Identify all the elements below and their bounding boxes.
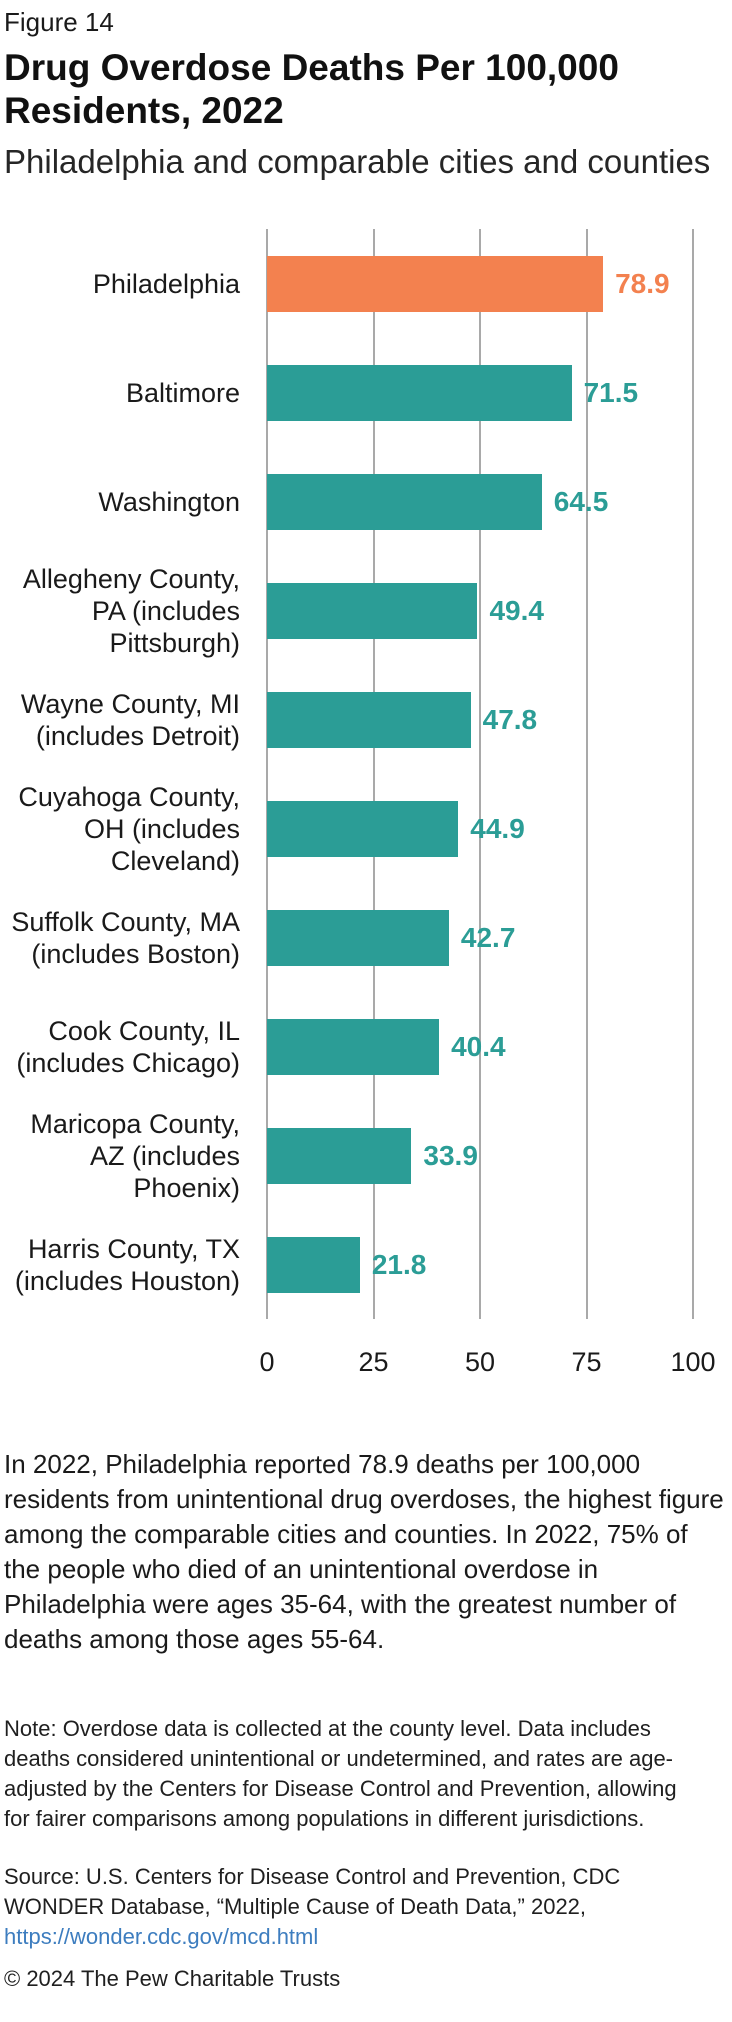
bar-cell: 47.8 <box>267 665 693 774</box>
value-label: 42.7 <box>460 921 516 953</box>
bar <box>267 909 449 966</box>
value-label: 49.4 <box>489 594 544 626</box>
bar-cell: 21.8 <box>267 1210 693 1319</box>
chart-subtitle: Philadelphia and comparable cities and c… <box>4 143 711 180</box>
summary-paragraph: In 2022, Philadelphia reported 78.9 deat… <box>4 1449 724 1654</box>
bar-chart-row: Suffolk County, MA (includes Boston) 42.… <box>4 883 728 992</box>
category-label: Harris County, TX (includes Houston) <box>14 1233 240 1296</box>
bar-cell: 49.4 <box>267 556 693 665</box>
bar-cell: 42.7 <box>267 883 693 992</box>
bar-rows: Philadelphia 78.9 Baltimore 71.5 Washing… <box>4 229 728 1319</box>
title-line-2: Residents, 2022 <box>4 90 284 131</box>
value-label: 47.8 <box>482 703 538 735</box>
category-label: Philadelphia <box>92 268 240 299</box>
plot-area <box>266 229 694 1319</box>
category-label: Cuyahoga County, OH (includes Cleveland) <box>18 781 240 876</box>
category-label: Maricopa County, AZ (includes Phoenix) <box>30 1108 240 1203</box>
bar <box>267 691 471 748</box>
gridlines <box>266 229 694 1319</box>
source-text: Source: U.S. Centers for Disease Control… <box>4 1862 704 1952</box>
bar-cell: 33.9 <box>267 1101 693 1210</box>
category-label: Allegheny County, PA (includes Pittsburg… <box>22 563 240 658</box>
bar <box>267 1018 440 1075</box>
bar-chart-row: Maricopa County, AZ (includes Phoenix) 3… <box>4 1101 728 1210</box>
title-line-1: Drug Overdose Deaths Per 100,000 <box>4 47 619 88</box>
category-label: Cook County, IL (includes Chicago) <box>16 1015 240 1078</box>
copyright-text: © 2024 The Pew Charitable Trusts <box>4 1966 341 1991</box>
axis-spacer <box>4 1345 252 1385</box>
category-label: Suffolk County, MA (includes Boston) <box>11 906 240 969</box>
bar-cell: 78.9 <box>267 229 693 338</box>
bar <box>267 364 572 421</box>
category-label: Washington <box>98 486 240 517</box>
note-text: Note: Overdose data is collected at the … <box>4 1716 677 1831</box>
gridline <box>585 229 588 1319</box>
bar <box>267 582 478 639</box>
bar <box>267 1236 360 1293</box>
x-axis-tick-label: 75 <box>571 1347 602 1377</box>
value-label: 33.9 <box>423 1139 478 1171</box>
bar-chart-row: Baltimore 71.5 <box>4 338 728 447</box>
x-axis: 0 25 50 75 100 <box>4 1345 728 1385</box>
bar-cell: 40.4 <box>267 992 693 1101</box>
bar <box>267 1127 412 1184</box>
bar-chart-row: Philadelphia 78.9 <box>4 229 728 338</box>
source-prefix: Source: U.S. Centers for Disease Control… <box>4 1864 621 1919</box>
bar <box>267 255 604 312</box>
bar-cell: 71.5 <box>267 338 693 447</box>
bar-chart-row: Washington 64.5 <box>4 447 728 556</box>
bar-chart-row: Harris County, TX (includes Houston) 21.… <box>4 1210 728 1319</box>
gridline <box>372 229 375 1319</box>
category-label: Baltimore <box>125 377 240 408</box>
value-label: 40.4 <box>451 1030 506 1062</box>
bar <box>267 473 542 530</box>
value-label: 44.9 <box>470 812 525 844</box>
value-label: 64.5 <box>553 485 609 517</box>
bar-chart: Philadelphia 78.9 Baltimore 71.5 Washing… <box>4 229 728 1385</box>
bar-cell: 44.9 <box>267 774 693 883</box>
gridline <box>692 229 694 1319</box>
bar-chart-row: Cook County, IL (includes Chicago) 40.4 <box>4 992 728 1101</box>
value-label: 21.8 <box>371 1248 427 1280</box>
bar-chart-row: Allegheny County, PA (includes Pittsburg… <box>4 556 728 665</box>
category-label: Wayne County, MI (includes Detroit) <box>20 688 240 751</box>
x-axis-tick-label: 50 <box>464 1347 496 1377</box>
source-link[interactable]: https://wonder.cdc.gov/mcd.html <box>4 1924 319 1949</box>
bar-chart-row: Wayne County, MI (includes Detroit) 47.8 <box>4 665 728 774</box>
page-title: Drug Overdose Deaths Per 100,000 Resident… <box>4 46 728 132</box>
bar <box>267 800 459 857</box>
x-axis-tick-labels: 0 25 50 75 100 <box>259 1345 715 1385</box>
value-label: 71.5 <box>583 376 639 408</box>
gridline <box>266 229 268 1319</box>
figure-label: Figure 14 <box>4 7 114 37</box>
x-axis-tick-label: 25 <box>358 1347 389 1377</box>
x-axis-tick-label: 0 <box>259 1347 275 1377</box>
x-axis-tick-label: 100 <box>670 1347 716 1377</box>
gridline <box>479 229 481 1319</box>
value-label: 78.9 <box>615 267 670 299</box>
bar-chart-row: Cuyahoga County, OH (includes Cleveland)… <box>4 774 728 883</box>
bar-cell: 64.5 <box>267 447 693 556</box>
plot-area-grid <box>4 229 728 1319</box>
